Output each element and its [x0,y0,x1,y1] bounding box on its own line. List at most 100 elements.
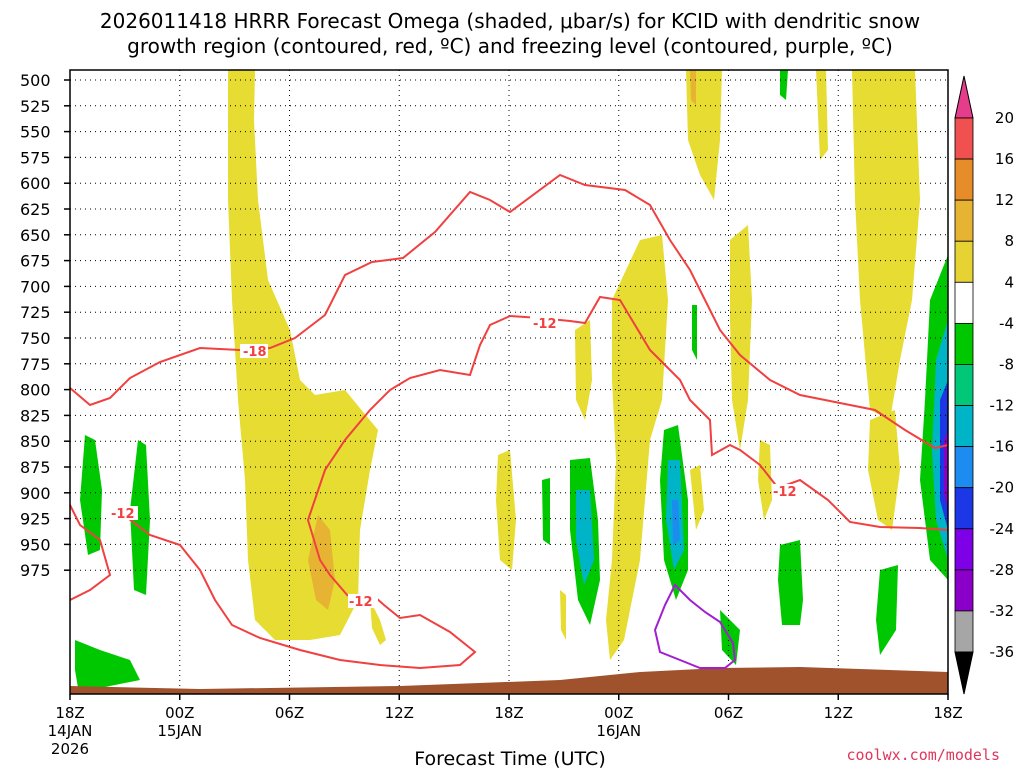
y-tick-label: 875 [20,458,51,477]
omega-region-yellow-1 [370,600,386,645]
omega-region-sinking-11 [692,305,697,360]
omega-region-rising-left [228,70,378,640]
omega-region-yellow-6 [816,70,828,160]
x-tick-date: 15JAN [157,722,202,740]
colorbar-label: -16 [990,438,1015,456]
colorbar: 20 16 12 8 4 -4 -8 -12 -16 -20 -24 -28 -32 -36 [954,75,1015,695]
contour-neg12-b [69,504,112,601]
y-tick-label: 850 [20,432,51,451]
x-tick-label: 18Z [55,704,84,722]
colorbar-label: -24 [990,520,1015,538]
contour-label-neg18: -18 [243,345,267,360]
colorbar-bin [954,487,974,530]
omega-region-yellow-3 [606,235,668,660]
colorbar-bin [954,322,974,365]
omega-region-sinking-6 [542,478,550,545]
colorbar-bin [954,158,974,201]
omega-region-orange-top [690,70,696,105]
freezing-level-contour [653,583,737,669]
colorbar-label: -32 [990,602,1015,620]
colorbar-bin [954,364,974,406]
contour-neg18 [69,173,949,450]
colorbar-label: -36 [990,643,1015,661]
y-tick-label: 650 [20,226,51,245]
terrain-ground [70,667,948,694]
contour-label-neg12-right: -12 [773,485,797,500]
y-tick-label: 825 [20,406,51,425]
x-tick-label: 00Z [604,704,633,722]
omega-region-yellow-9 [758,440,772,520]
chart-title-line-2: growth region (contoured, red, ºC) and f… [127,34,893,58]
contour-label-neg12-left: -12 [111,507,135,522]
x-tick-label: 18Z [933,704,962,722]
x-axis-title: Forecast Time (UTC) [414,748,605,768]
colorbar-label: 20 [995,109,1014,127]
colorbar-label: -12 [990,397,1015,415]
x-tick-label: 12Z [824,704,853,722]
colorbar-top-arrow [954,75,974,119]
omega-region-cyan-4 [576,490,594,585]
contour-label-neg12-bottom: -12 [349,595,373,610]
colorbar-bottom-arrow [954,651,974,695]
colorbar-bin [954,405,974,448]
colorbar-label: -8 [999,355,1014,373]
colorbar-label: 16 [995,150,1014,168]
omega-region-purple-right [944,430,948,510]
y-tick-label: 750 [20,329,51,348]
colorbar-label: -28 [990,561,1015,579]
omega-region-sinking-8 [876,565,898,655]
y-tick-label: 525 [20,97,51,116]
y-tick-label: 500 [20,71,51,90]
x-tick-label: 18Z [494,704,523,722]
omega-region-blue-5 [672,500,680,545]
y-tick-label: 625 [20,200,51,219]
colorbar-bin [954,117,974,160]
colorbar-bin [954,199,974,242]
contour-labels: -18 -12 -12 -12 -12 [110,316,802,610]
colorbar-bin [954,528,974,571]
x-tick-year: 2026 [51,740,89,758]
y-tick-label: 900 [20,484,51,503]
y-tick-label: 950 [20,535,51,554]
colorbar-bin [954,446,974,489]
x-tick-date: 16JAN [596,722,641,740]
contour-neg12-c [119,511,477,670]
grid [70,70,948,694]
omega-region-yellow-10 [690,465,704,530]
colorbar-bin [954,610,974,653]
colorbar-label: 8 [1004,232,1014,250]
omega-region-yellow-11 [560,590,566,640]
colorbar-label: -4 [999,314,1014,332]
site-credit: coolwx.com/models [846,746,1000,764]
y-tick-label: 600 [20,174,51,193]
omega-region-sinking-10 [780,70,788,100]
omega-shading [75,70,948,688]
contour-label-neg12-top: -12 [533,317,557,332]
omega-region-yellow-2 [575,320,592,420]
y-tick-label: 975 [20,561,51,580]
omega-region-sinking-1 [80,435,102,555]
x-tick-label: 06Z [714,704,743,722]
y-tick-label: 700 [20,277,51,296]
omega-region-yellow-8 [868,410,900,530]
y-tick-label: 575 [20,148,51,167]
omega-region-sinking-7 [778,540,803,625]
omega-region-yellow-7 [852,70,920,420]
y-tick-label: 725 [20,303,51,322]
colorbar-label: 12 [995,191,1014,209]
colorbar-bin [954,281,974,324]
y-tick-label: 550 [20,123,51,142]
colorbar-label: -20 [990,479,1015,497]
x-tick-label: 12Z [385,704,414,722]
colorbar-bin [954,569,974,612]
colorbar-label: 4 [1004,273,1014,291]
y-axis: 500 525 550 575 600 625 650 675 700 725 750 775 800 8… [20,71,70,580]
y-tick-label: 675 [20,252,51,271]
x-tick-label: 00Z [165,704,194,722]
y-tick-label: 800 [20,381,51,400]
x-tick-date: 14JAN [48,722,93,740]
chart-title-line-1: 2026011418 HRRR Forecast Omega (shaded, … [100,9,920,33]
omega-region-sinking-2 [130,440,150,595]
